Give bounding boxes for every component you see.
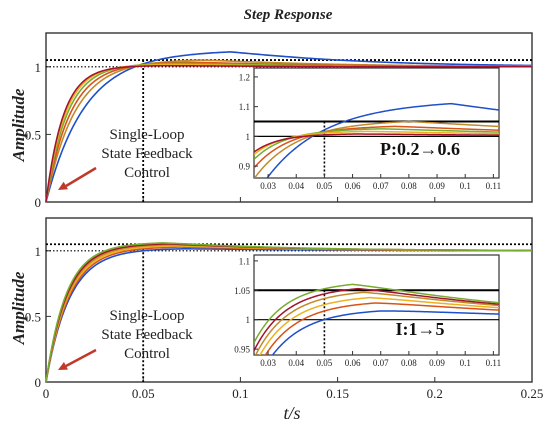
bottom-ytick-label: 1	[35, 244, 42, 259]
bottom-xtick-label: 0.15	[326, 386, 349, 401]
top-series-line-6	[45, 64, 532, 203]
top-ytick-label: 1	[35, 60, 42, 75]
top-inset-ytick-label: 1	[246, 132, 251, 142]
bottom-ytick-label: 0	[35, 375, 42, 390]
top-annotation-line: State Feedback	[101, 146, 193, 162]
top-inset-xtick-label: 0.07	[373, 181, 389, 191]
bottom-inset-ytick-label: 1.05	[234, 286, 250, 296]
bottom-inset: 0.95 1 1.05 1.1 0.03 0.04 0.05 0.06 0.07 0.08 0.09…	[234, 254, 501, 368]
bottom-inset-xtick-label: 0.07	[373, 358, 389, 368]
bottom-series-line-6	[45, 242, 532, 383]
top-inset-ytick-label: 1.1	[239, 102, 250, 112]
bottom-inset-xtick-label: 0.09	[429, 358, 445, 368]
bottom-arrow-head	[58, 361, 68, 370]
top-inset-xtick-label: 0.05	[317, 181, 333, 191]
top-inset-series-line-3	[254, 125, 499, 169]
top-arrow-head	[58, 181, 68, 190]
top-ylabel: Amplitude	[9, 88, 28, 162]
top-ytick-label: 0	[35, 195, 42, 210]
bottom-arrow-shaft	[65, 348, 97, 368]
bottom-xtick-label: 0.2	[427, 386, 443, 401]
bottom-inset-xtick-label: 0.05	[317, 358, 333, 368]
bottom-xtick-label: 0.25	[521, 386, 544, 401]
top-inset-series-line-6	[254, 133, 499, 153]
top-inset-ytick-label: 1.2	[239, 72, 250, 82]
bottom-annotation-line: State Feedback	[101, 327, 193, 343]
bottom-inset-xtick-label: 0.04	[288, 358, 304, 368]
top-inset-series-line-1	[266, 102, 499, 178]
top-inset-series-line-2	[254, 120, 499, 178]
top-inset-xtick-label: 0.03	[260, 181, 276, 191]
top-inset-xtick-label: 0.09	[429, 181, 445, 191]
bottom-inset-xtick-label: 0.1	[460, 358, 471, 368]
bottom-ylabel: Amplitude	[9, 271, 28, 345]
bottom-inset-ytick-label: 1.1	[239, 256, 250, 266]
top-inset-ytick-label: 0.9	[239, 162, 251, 172]
bottom-inset-xtick-label: 0.03	[260, 358, 276, 368]
top-inset: 0.9 1 1.1 1.2 0.03 0.04 0.05 0.06 0.07 0.08 0.09 0.…	[239, 67, 501, 191]
top-annotation-line: Single-Loop	[110, 127, 185, 143]
top-inset-xtick-label: 0.06	[345, 181, 361, 191]
bottom-inset-series-line-4	[254, 291, 499, 355]
top-inset-xtick-label: 0.08	[401, 181, 417, 191]
bottom-xtick-label: 0.05	[132, 386, 155, 401]
top-inset-series-line-5	[254, 130, 499, 156]
top-inset-xtick-label: 0.04	[288, 181, 304, 191]
top-panel: 0 0.5 1 Single-Loop State Feedback Control 0.9…	[25, 32, 533, 210]
top-inset-label: P:0.2→0.6	[380, 139, 460, 159]
bottom-inset-ytick-label: 1	[246, 315, 251, 325]
bottom-inset-series-line-2	[264, 302, 499, 355]
bottom-inset-series-line-5	[254, 287, 499, 352]
top-inset-xtick-label: 0.11	[486, 181, 501, 191]
bottom-inset-xtick-label: 0.08	[401, 358, 417, 368]
bottom-ytick-label: 0.5	[25, 309, 41, 324]
bottom-inset-series-line-6	[254, 283, 499, 344]
top-series-line-1	[45, 51, 533, 203]
bottom-inset-xtick-label: 0.11	[486, 358, 501, 368]
bottom-annotation-line: Single-Loop	[110, 308, 185, 324]
top-annotation-line: Control	[124, 165, 170, 181]
bottom-inset-ytick-label: 0.95	[234, 345, 250, 355]
bottom-annotation-line: Control	[124, 346, 170, 362]
bottom-inset-label: I:1→5	[396, 319, 445, 339]
top-arrow-shaft	[65, 166, 97, 188]
top-inset-xtick-label: 0.1	[460, 181, 471, 191]
bottom-inset-series-line-3	[259, 296, 499, 355]
bottom-xtick-label: 0.1	[232, 386, 248, 401]
bottom-xtick-label: 0	[43, 386, 50, 401]
figure-title: Step Response	[244, 7, 333, 23]
x-axis-label: t/s	[283, 403, 300, 423]
bottom-inset-xtick-label: 0.06	[345, 358, 361, 368]
bottom-inset-series-line-1	[271, 310, 499, 355]
bottom-panel: 0 0.5 1 0 0.05 0.1 0.15 0.2 0.25 Single-Loop State…	[25, 217, 544, 401]
top-ytick-label: 0.5	[25, 127, 41, 142]
